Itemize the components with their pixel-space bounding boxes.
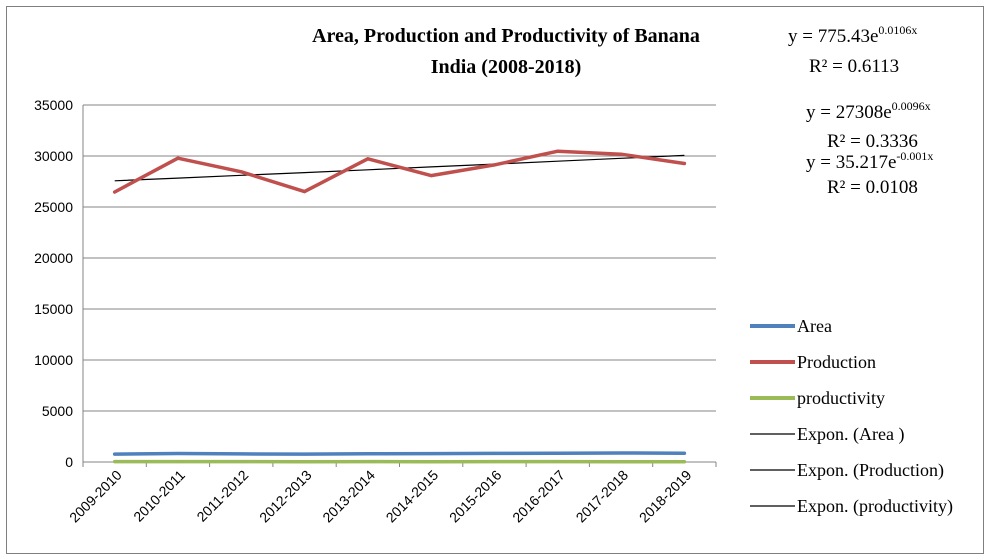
series-line-area xyxy=(112,451,687,456)
y-tick-label: 0 xyxy=(65,454,73,470)
x-tick-label: 2015-2016 xyxy=(446,467,505,526)
x-tick-label: 2013-2014 xyxy=(319,467,378,526)
data-point xyxy=(429,460,433,464)
data-point xyxy=(682,460,686,464)
data-point xyxy=(556,149,560,153)
y-tick-label: 35000 xyxy=(34,97,73,113)
r2-production: R² = 0.3336 xyxy=(827,131,918,152)
equation-production: y = 27308e0.0096x xyxy=(806,99,931,123)
data-point xyxy=(492,163,496,167)
x-tick-label: 2017-2018 xyxy=(573,467,632,526)
y-tick-label: 30000 xyxy=(34,148,73,164)
x-tick-label: 2011-2012 xyxy=(193,467,251,525)
legend-label: Area xyxy=(797,316,832,336)
y-tick-label: 5000 xyxy=(42,403,73,419)
data-point xyxy=(176,452,180,456)
y-tick-label: 25000 xyxy=(34,199,73,215)
x-tick-label: 2016-2017 xyxy=(509,467,568,526)
data-point xyxy=(429,452,433,456)
equation-productivity: y = 35.217e-0.001x xyxy=(806,149,933,173)
legend: Area Production productivity Expon. (Area )… xyxy=(750,316,953,517)
data-point xyxy=(492,451,496,455)
data-point xyxy=(366,157,370,161)
legend-label: Production xyxy=(797,352,876,372)
chart-title-line2: India (2008-2018) xyxy=(431,56,582,78)
legend-label: Expon. (Area ) xyxy=(797,424,904,445)
series-line-production xyxy=(112,149,687,194)
data-point xyxy=(303,460,307,464)
data-point xyxy=(556,451,560,455)
legend-label: Expon. (productivity) xyxy=(797,496,953,517)
legend-label: productivity xyxy=(797,388,885,408)
data-point xyxy=(239,452,243,456)
data-point xyxy=(619,451,623,455)
equation-area: y = 775.43e0.0106x xyxy=(788,23,917,47)
data-point xyxy=(619,460,623,464)
data-point xyxy=(366,460,370,464)
data-point xyxy=(682,451,686,455)
grid-layer xyxy=(83,104,716,412)
y-tick-label: 10000 xyxy=(34,352,73,368)
x-tick-label: 2012-2013 xyxy=(256,467,315,526)
series-layer xyxy=(112,149,687,464)
y-tick-label: 15000 xyxy=(34,301,73,317)
x-tick-label: 2014-2015 xyxy=(383,467,442,526)
data-point xyxy=(682,161,686,165)
x-tick-label: 2018-2019 xyxy=(636,467,695,526)
data-point xyxy=(429,174,433,178)
data-point xyxy=(113,190,117,194)
data-point xyxy=(113,452,117,456)
data-point xyxy=(303,190,307,194)
data-point xyxy=(239,460,243,464)
data-point xyxy=(492,460,496,464)
legend-label: Expon. (Production) xyxy=(797,460,944,481)
data-point xyxy=(366,452,370,456)
data-point xyxy=(239,170,243,174)
data-point xyxy=(303,452,307,456)
data-point xyxy=(176,156,180,160)
data-point xyxy=(619,152,623,156)
data-point xyxy=(556,460,560,464)
data-point xyxy=(176,460,180,464)
x-tick-label: 2009-2010 xyxy=(66,467,125,526)
x-tick-label: 2010-2011 xyxy=(130,467,188,525)
y-tick-label: 20000 xyxy=(34,250,73,266)
chart-title-line1: Area, Production and Productivity of Ban… xyxy=(312,25,700,47)
r2-area: R² = 0.6113 xyxy=(809,56,899,77)
data-point xyxy=(113,460,117,464)
r2-productivity: R² = 0.0108 xyxy=(827,177,918,198)
